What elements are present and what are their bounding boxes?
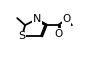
Text: O: O <box>55 29 63 39</box>
Text: S: S <box>18 31 25 41</box>
Text: O: O <box>62 14 71 24</box>
Text: N: N <box>33 14 41 24</box>
